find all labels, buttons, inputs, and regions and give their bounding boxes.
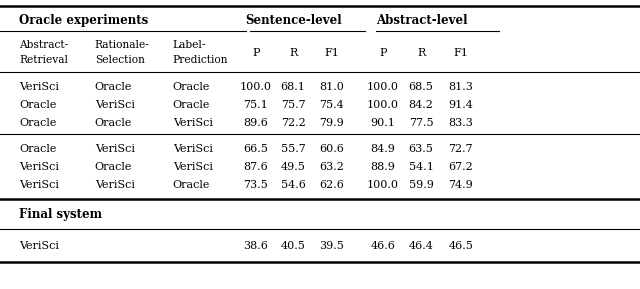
Text: VeriSci: VeriSci — [19, 162, 60, 172]
Text: VeriSci: VeriSci — [173, 162, 212, 172]
Text: 49.5: 49.5 — [281, 162, 305, 172]
Text: Final system: Final system — [19, 208, 102, 221]
Text: Oracle: Oracle — [19, 144, 56, 154]
Text: 91.4: 91.4 — [449, 100, 473, 110]
Text: 72.2: 72.2 — [281, 118, 305, 127]
Text: 39.5: 39.5 — [319, 241, 344, 251]
Text: Oracle: Oracle — [19, 100, 56, 110]
Text: VeriSci: VeriSci — [19, 82, 60, 92]
Text: 83.3: 83.3 — [449, 118, 473, 127]
Text: Prediction: Prediction — [173, 55, 228, 65]
Text: F1: F1 — [453, 48, 468, 58]
Text: Selection: Selection — [95, 55, 145, 65]
Text: 54.6: 54.6 — [281, 180, 305, 190]
Text: 87.6: 87.6 — [244, 162, 268, 172]
Text: 63.5: 63.5 — [409, 144, 433, 154]
Text: 100.0: 100.0 — [367, 100, 399, 110]
Text: 59.9: 59.9 — [409, 180, 433, 190]
Text: Oracle: Oracle — [95, 82, 132, 92]
Text: P: P — [252, 48, 260, 58]
Text: VeriSci: VeriSci — [95, 100, 135, 110]
Text: VeriSci: VeriSci — [19, 241, 60, 251]
Text: 79.9: 79.9 — [319, 118, 344, 127]
Text: VeriSci: VeriSci — [19, 180, 60, 190]
Text: Label-: Label- — [173, 40, 206, 50]
Text: 100.0: 100.0 — [240, 82, 272, 92]
Text: 68.1: 68.1 — [281, 82, 305, 92]
Text: P: P — [379, 48, 387, 58]
Text: Oracle experiments: Oracle experiments — [19, 14, 148, 27]
Text: Oracle: Oracle — [95, 162, 132, 172]
Text: Abstract-level: Abstract-level — [376, 14, 467, 27]
Text: 81.0: 81.0 — [319, 82, 344, 92]
Text: 100.0: 100.0 — [367, 82, 399, 92]
Text: 72.7: 72.7 — [449, 144, 473, 154]
Text: 67.2: 67.2 — [449, 162, 473, 172]
Text: Retrieval: Retrieval — [19, 55, 68, 65]
Text: VeriSci: VeriSci — [95, 144, 135, 154]
Text: 75.4: 75.4 — [319, 100, 344, 110]
Text: Oracle: Oracle — [173, 180, 210, 190]
Text: F1: F1 — [324, 48, 339, 58]
Text: VeriSci: VeriSci — [173, 118, 212, 127]
Text: 46.6: 46.6 — [371, 241, 395, 251]
Text: 66.5: 66.5 — [244, 144, 268, 154]
Text: 84.9: 84.9 — [371, 144, 395, 154]
Text: 38.6: 38.6 — [244, 241, 268, 251]
Text: VeriSci: VeriSci — [95, 180, 135, 190]
Text: 88.9: 88.9 — [371, 162, 395, 172]
Text: 75.1: 75.1 — [244, 100, 268, 110]
Text: 63.2: 63.2 — [319, 162, 344, 172]
Text: 89.6: 89.6 — [244, 118, 268, 127]
Text: 55.7: 55.7 — [281, 144, 305, 154]
Text: 100.0: 100.0 — [367, 180, 399, 190]
Text: 54.1: 54.1 — [409, 162, 433, 172]
Text: 46.5: 46.5 — [449, 241, 473, 251]
Text: 77.5: 77.5 — [409, 118, 433, 127]
Text: 68.5: 68.5 — [409, 82, 433, 92]
Text: Oracle: Oracle — [19, 118, 56, 127]
Text: 40.5: 40.5 — [281, 241, 305, 251]
Text: R: R — [289, 48, 297, 58]
Text: 84.2: 84.2 — [409, 100, 433, 110]
Text: Abstract-: Abstract- — [19, 40, 68, 50]
Text: 81.3: 81.3 — [449, 82, 473, 92]
Text: Rationale-: Rationale- — [95, 40, 150, 50]
Text: 62.6: 62.6 — [319, 180, 344, 190]
Text: Sentence-level: Sentence-level — [246, 14, 342, 27]
Text: 75.7: 75.7 — [281, 100, 305, 110]
Text: 46.4: 46.4 — [409, 241, 433, 251]
Text: 90.1: 90.1 — [371, 118, 395, 127]
Text: Oracle: Oracle — [173, 100, 210, 110]
Text: Oracle: Oracle — [173, 82, 210, 92]
Text: 74.9: 74.9 — [449, 180, 473, 190]
Text: R: R — [417, 48, 425, 58]
Text: 60.6: 60.6 — [319, 144, 344, 154]
Text: 73.5: 73.5 — [244, 180, 268, 190]
Text: Oracle: Oracle — [95, 118, 132, 127]
Text: VeriSci: VeriSci — [173, 144, 212, 154]
